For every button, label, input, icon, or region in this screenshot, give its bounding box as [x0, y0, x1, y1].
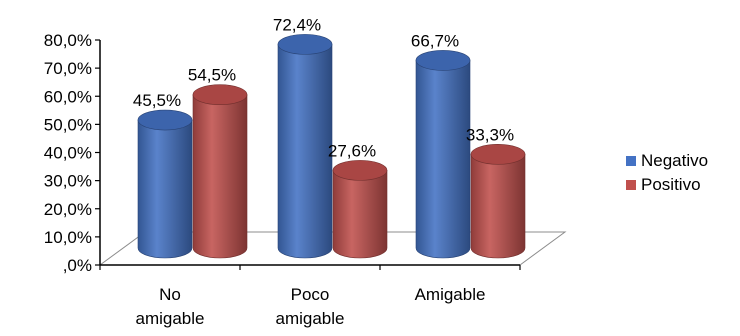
bar-positivo-0 [192, 84, 248, 259]
y-tick-label: 80,0% [44, 31, 92, 50]
bar-top [470, 144, 526, 165]
bar-body [192, 94, 248, 259]
x-category-label: No [159, 285, 181, 304]
bar-top [332, 160, 388, 181]
y-tick-label: 10,0% [44, 228, 92, 247]
x-category-label: amigable [136, 309, 205, 328]
x-category-label: amigable [276, 309, 345, 328]
bar-negativo-1 [277, 34, 333, 259]
bar-body [415, 60, 471, 259]
data-label: 33,3% [466, 125, 514, 144]
bar-negativo-0 [137, 109, 193, 259]
bar-body [332, 170, 388, 259]
bar-layer [137, 34, 526, 259]
legend-label: Negativo [641, 151, 708, 170]
legend-swatch [626, 156, 636, 166]
data-label: 72,4% [273, 15, 321, 34]
legend-swatch [626, 180, 636, 190]
y-tick-label: 40,0% [44, 144, 92, 163]
bar-body [277, 44, 333, 259]
x-category-label: Poco [291, 285, 330, 304]
x-category-label: Amigable [415, 285, 486, 304]
y-tick-label: 50,0% [44, 115, 92, 134]
bar-positivo-1 [332, 160, 388, 259]
bar-body [470, 154, 526, 259]
data-label: 54,5% [188, 66, 236, 85]
bar-negativo-2 [415, 50, 471, 259]
y-tick-label: ,0% [63, 256, 92, 275]
bar-top [192, 84, 248, 106]
bar-top [415, 50, 471, 71]
label-layer: 45,5% 54,5% 72,4% 27,6% 66,7% 33,3% [133, 15, 514, 160]
data-label: 27,6% [328, 141, 376, 160]
y-tick-label: 70,0% [44, 59, 92, 78]
legend: Negativo Positivo [626, 151, 708, 194]
bar-top [137, 109, 193, 131]
bar-top [277, 34, 333, 55]
bar-positivo-2 [470, 144, 526, 259]
bar-body [137, 119, 193, 259]
y-tick-label: 60,0% [44, 87, 92, 106]
axis-layer: ,0% 10,0% 20,0% 30,0% 40,0% 50,0% 60,0% 70,0% 80… [44, 31, 521, 328]
y-tick-label: 30,0% [44, 172, 92, 191]
data-label: 45,5% [133, 91, 181, 110]
legend-label: Positivo [641, 175, 701, 194]
y-tick-label: 20,0% [44, 200, 92, 219]
data-label: 66,7% [411, 31, 459, 50]
